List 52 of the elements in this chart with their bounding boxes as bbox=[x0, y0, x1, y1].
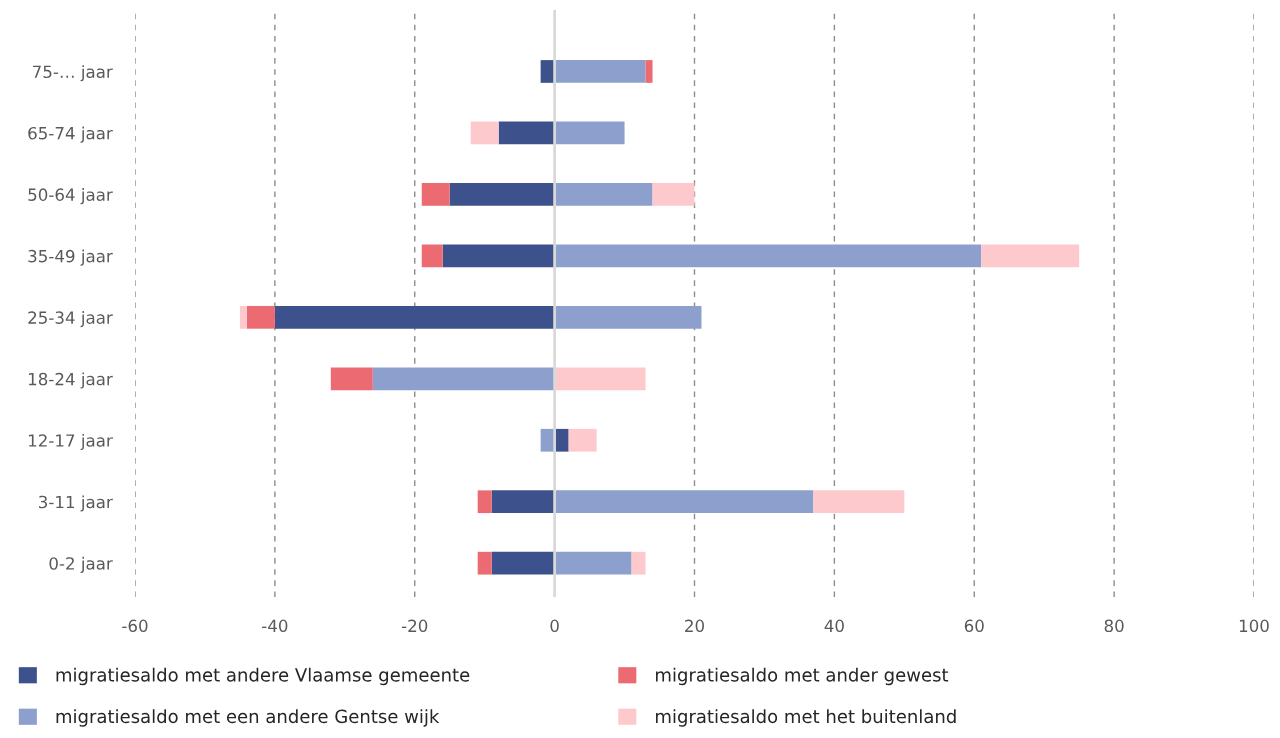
x-tick-label: 0 bbox=[550, 619, 559, 633]
bar bbox=[449, 183, 555, 206]
legend-label: migratiesaldo met het buitenland bbox=[656, 709, 956, 727]
legend-label: migratiesaldo met andere Vlaamse gemeente bbox=[56, 667, 470, 686]
bar bbox=[274, 305, 555, 329]
bar bbox=[645, 60, 653, 83]
bar bbox=[421, 183, 450, 206]
bar bbox=[491, 551, 555, 575]
bar bbox=[554, 60, 646, 83]
bar bbox=[491, 490, 555, 514]
x-tick-label: -40 bbox=[262, 619, 288, 633]
x-tick-label: -60 bbox=[122, 619, 148, 633]
bar bbox=[239, 305, 247, 329]
y-tick-label: 35-49 jaar bbox=[28, 249, 113, 266]
bar bbox=[330, 367, 373, 391]
x-tick-label: 100 bbox=[1239, 619, 1269, 633]
x-tick-label: 60 bbox=[964, 619, 984, 633]
bar bbox=[477, 490, 492, 514]
bar bbox=[554, 428, 569, 452]
bar bbox=[498, 121, 555, 145]
bar bbox=[246, 305, 275, 329]
y-tick-label: 0-2 jaar bbox=[49, 556, 113, 573]
bar bbox=[652, 183, 695, 206]
bar bbox=[442, 244, 555, 268]
y-tick-label: 65-74 jaar bbox=[28, 126, 113, 143]
bar bbox=[554, 305, 702, 329]
legend-label: migratiesaldo met ander gewest bbox=[656, 667, 949, 686]
y-tick-label: 12-17 jaar bbox=[28, 433, 113, 451]
bar bbox=[477, 551, 492, 575]
bar bbox=[631, 551, 646, 575]
legend-label: migratiesaldo met een andere Gentse wijk bbox=[56, 709, 440, 727]
bar bbox=[981, 244, 1080, 268]
x-tick-label: 80 bbox=[1104, 619, 1124, 633]
bar bbox=[813, 490, 905, 514]
bar bbox=[554, 121, 625, 145]
x-tick-label: 20 bbox=[685, 619, 704, 633]
bar bbox=[372, 367, 555, 391]
y-tick-label: 25-34 jaar bbox=[28, 311, 113, 328]
bar bbox=[554, 244, 982, 268]
bar bbox=[554, 551, 632, 575]
bar bbox=[568, 428, 597, 452]
bar bbox=[554, 367, 646, 391]
y-tick-label: 3-11 jaar bbox=[39, 495, 113, 512]
bar bbox=[470, 121, 499, 145]
bar bbox=[554, 490, 814, 514]
x-tick-label: -20 bbox=[401, 619, 428, 633]
y-tick-label: 18-24 jaar bbox=[28, 372, 113, 389]
y-tick-label: 50-64 jaar bbox=[28, 188, 113, 205]
y-tick-label: 75-… jaar bbox=[33, 65, 113, 82]
bar bbox=[554, 183, 653, 206]
x-tick-label: 40 bbox=[824, 619, 844, 633]
bar bbox=[421, 244, 443, 268]
